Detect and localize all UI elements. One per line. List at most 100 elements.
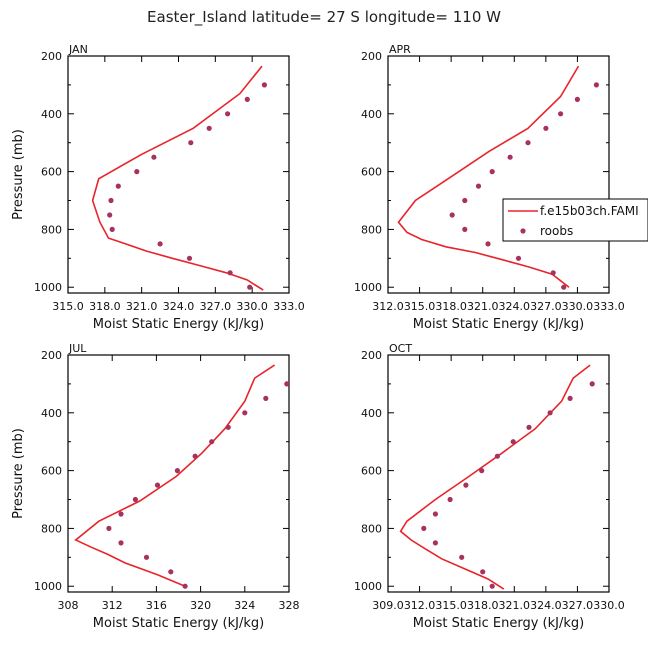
obs-point [168,569,174,575]
x-tick-label: 315.0 [435,599,467,612]
obs-point [182,583,188,589]
series-group [91,65,267,291]
y-tick-label: 600 [41,166,62,179]
legend-model-label: f.e15b03ch.FAMI [540,204,639,218]
obs-point [227,270,233,276]
obs-point [510,439,516,445]
obs-point [567,395,573,401]
obs-point [151,154,157,160]
legend: f.e15b03ch.FAMI roobs [502,198,648,242]
obs-point [143,554,150,560]
series-group [399,364,595,590]
obs-point [462,226,468,232]
y-tick-label: 200 [361,349,382,362]
x-tick-label: 328 [279,599,300,612]
obs-point [574,96,581,102]
obs-point [449,212,455,218]
obs-point [558,111,564,117]
x-axis-label: Moist Static Energy (kJ/kg) [93,616,264,631]
obs-point [589,381,595,387]
panel-jul: JUL 200 400 600 800 1000 308 312 316 320 324 328 Moi… [11,342,300,631]
y-tick-label: 800 [41,522,62,535]
x-tick-label: 327.0 [530,300,562,313]
x-tick-label: 330.0 [236,300,268,313]
model-profile-line [74,364,276,587]
plot-frame [387,354,610,593]
obs-point [479,468,485,474]
x-tick-label: 316 [146,599,167,612]
x-tick-label: 312.0 [372,300,404,313]
legend-obs-label: roobs [540,224,573,238]
obs-point [244,96,250,102]
obs-point [459,554,465,560]
obs-point [192,453,198,459]
obs-point [561,284,567,290]
plot-frame [67,55,290,294]
obs-point [263,395,269,401]
x-tick-label: 327.0 [562,599,594,612]
panel-title: JUL [68,342,87,355]
obs-point [118,540,124,546]
x-tick-label: 315.0 [404,300,436,313]
obs-point [593,82,600,88]
obs-point [261,82,267,88]
x-tick-label: 312.0 [404,599,436,612]
y-tick-label: 600 [361,166,382,179]
obs-point [225,424,231,430]
obs-point [188,140,194,146]
y-tick-label: 1000 [34,281,62,294]
series-group [397,65,600,290]
figure-title: Easter_Island latitude= 27 S longitude= … [147,8,501,27]
y-tick-label: 800 [41,223,62,236]
model-profile-line [397,65,580,288]
obs-point [209,439,215,445]
obs-point [507,154,513,160]
x-tick-label: 324 [234,599,255,612]
obs-point [225,111,231,117]
obs-point [547,410,553,416]
obs-point [134,169,140,175]
obs-point [247,284,253,290]
y-tick-label: 1000 [354,580,382,593]
obs-point [284,381,289,387]
panel-title: JAN [68,43,88,56]
y-tick-label: 1000 [34,580,62,593]
obs-point [206,125,212,131]
x-tick-label: 333.0 [273,300,305,313]
plot-frame [387,55,610,294]
obs-point [494,453,500,459]
x-tick-label: 333.0 [593,300,625,313]
x-tick-label: 308 [58,599,79,612]
x-axis-label: Moist Static Energy (kJ/kg) [413,616,584,631]
y-tick-label: 400 [361,407,382,420]
obs-point [485,241,491,247]
obs-point [432,511,438,517]
obs-point [106,525,112,532]
obs-point [462,197,468,204]
x-tick-label: 327.0 [200,300,232,313]
series-group [74,364,289,589]
obs-point [186,255,193,261]
y-axis-label: Pressure (mb) [11,129,26,220]
x-tick-label: 330.0 [593,599,625,612]
obs-point [550,270,556,276]
plot-frame [67,354,290,593]
x-tick-label: 330.0 [562,300,594,313]
x-tick-label: 318.0 [435,300,467,313]
x-tick-label: 315.0 [52,300,84,313]
x-axis-label: Moist Static Energy (kJ/kg) [413,317,584,332]
x-tick-label: 324.0 [163,300,195,313]
x-tick-label: 309.0 [372,599,404,612]
obs-point [447,496,453,503]
x-tick-label: 324.0 [499,300,531,313]
legend-box [502,198,648,242]
obs-point [174,468,180,474]
obs-point [108,197,114,204]
obs-point [118,511,124,517]
obs-point [475,183,482,189]
x-tick-label: 321.0 [499,599,531,612]
x-tick-label: 324.0 [530,599,562,612]
